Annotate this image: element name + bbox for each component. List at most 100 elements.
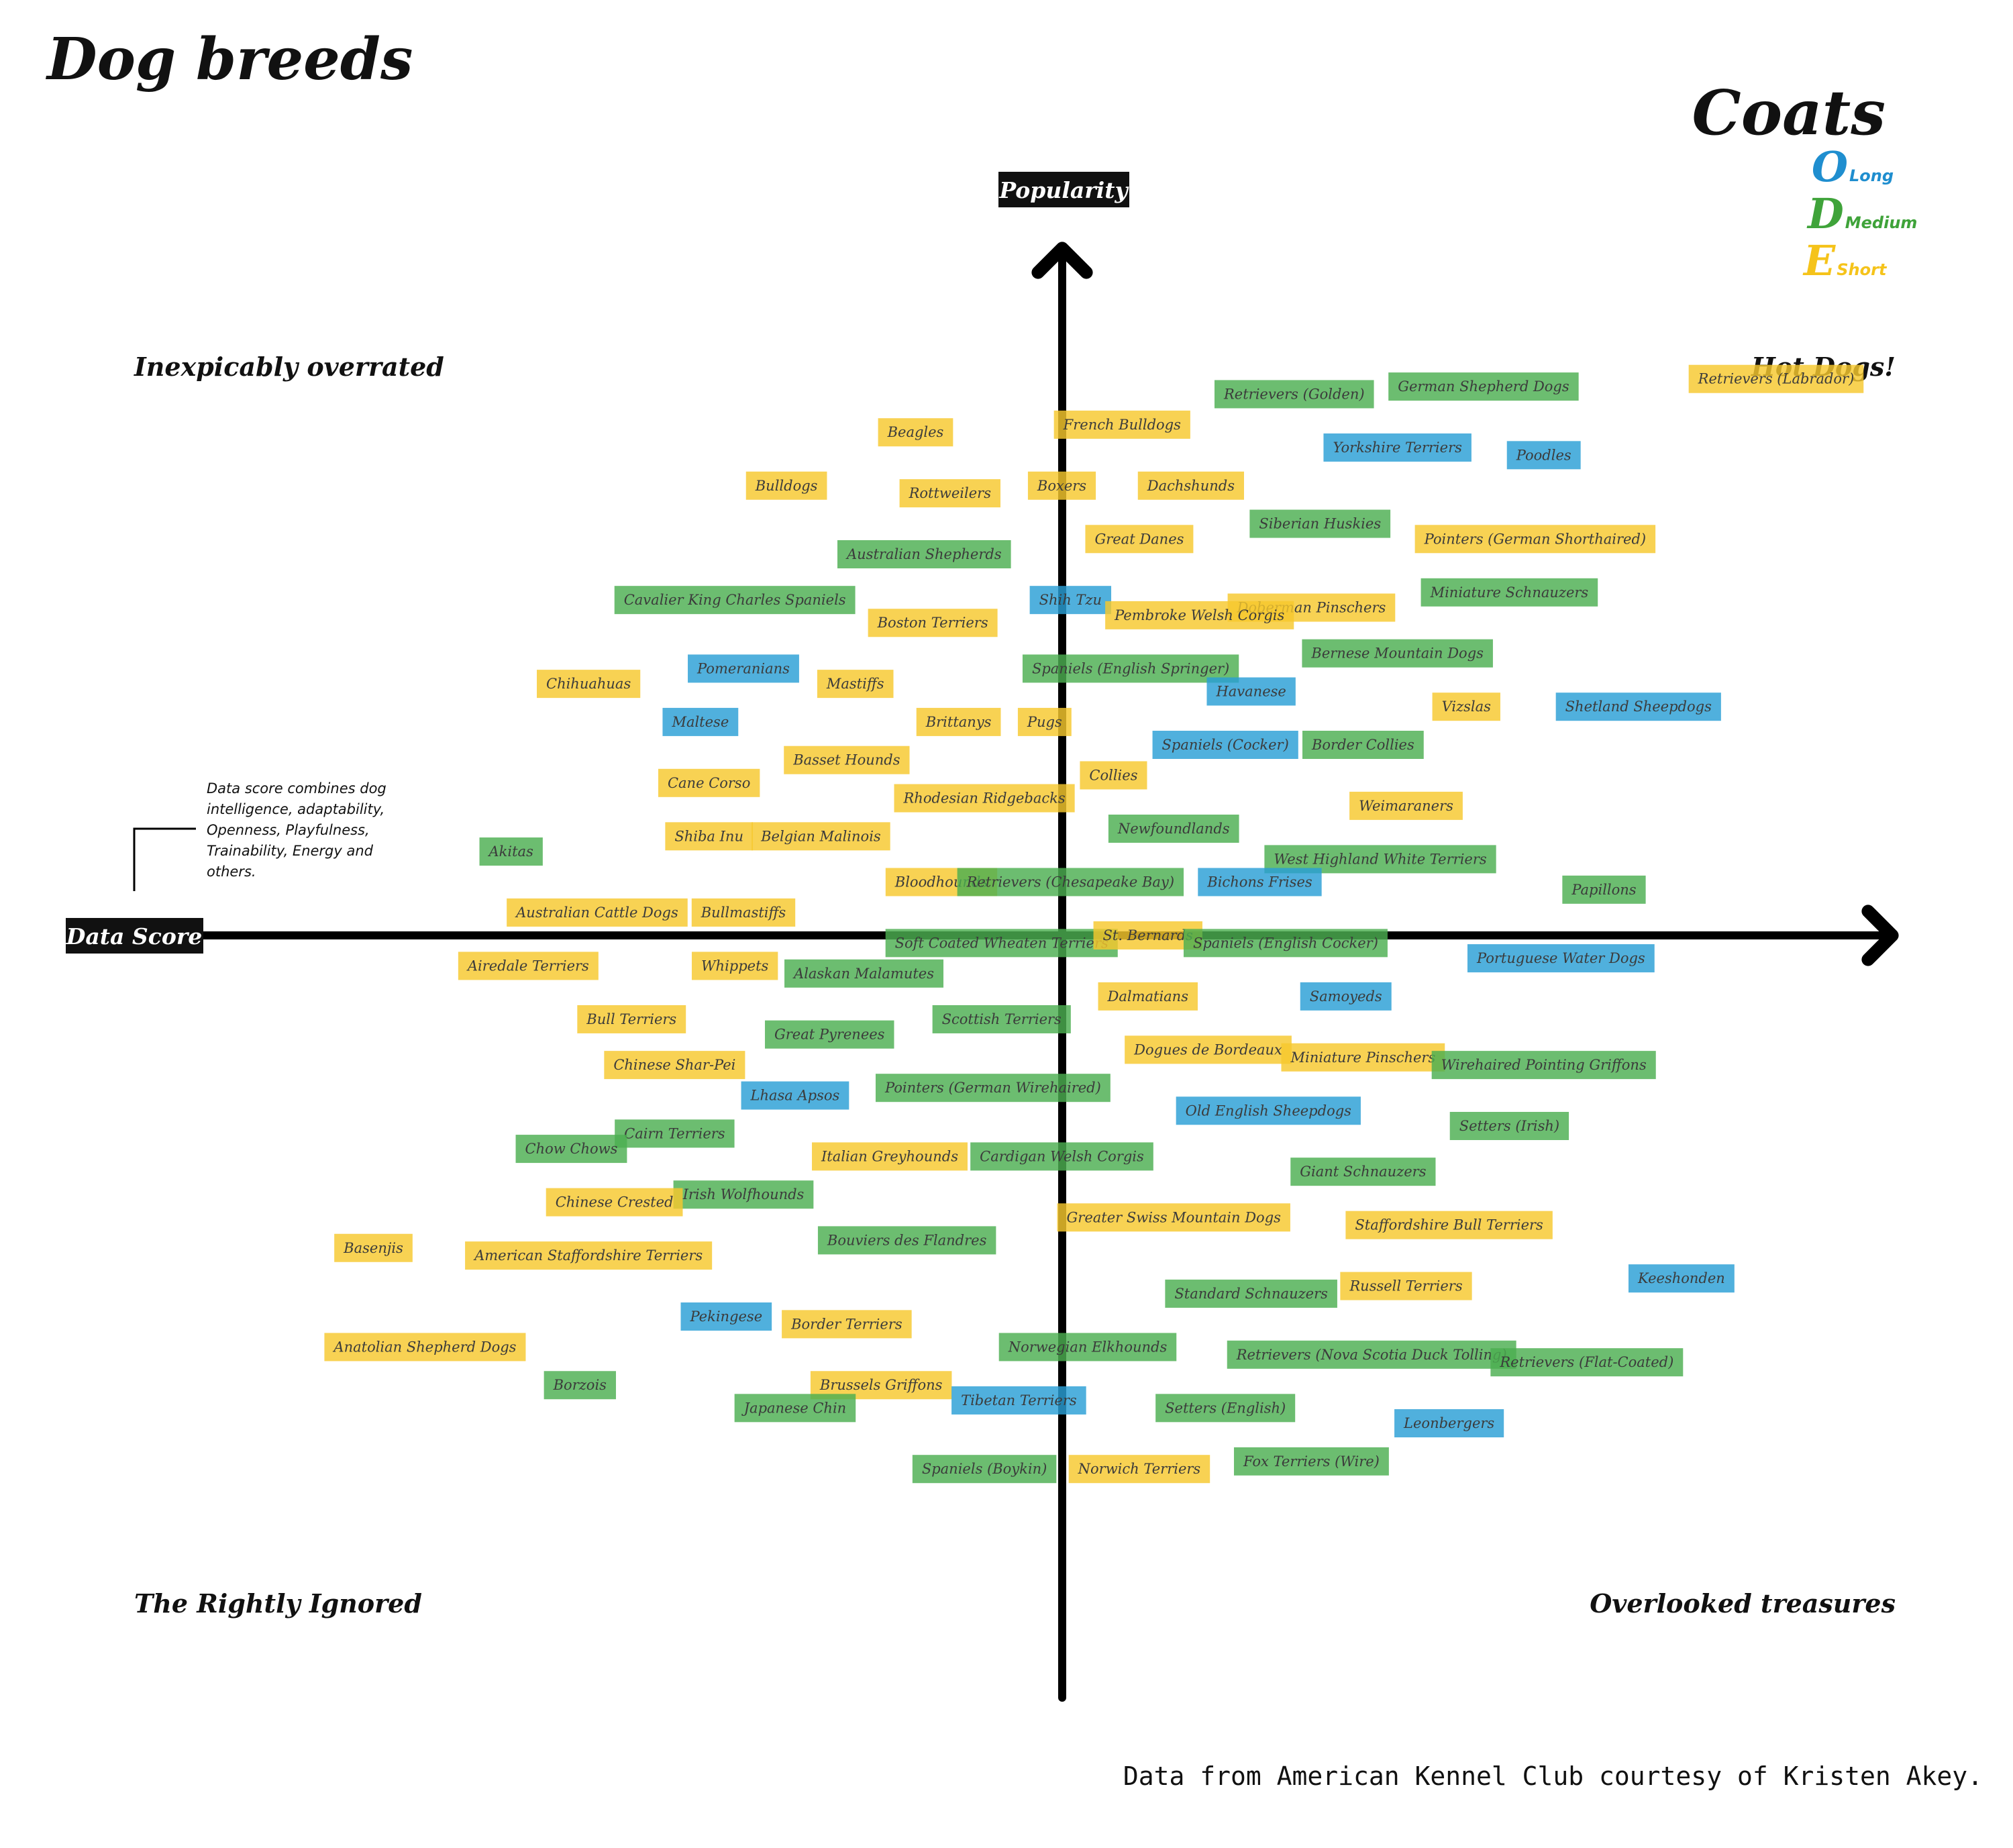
breed-label-box <box>691 898 796 927</box>
breed-label: Pointers (German Shorthaired) <box>1424 531 1646 547</box>
breed-norwegian-elkhounds: Norwegian Elkhounds <box>998 1333 1177 1362</box>
breed-label-box <box>1057 1203 1290 1232</box>
breed-label: Japanese Chin <box>741 1400 847 1416</box>
breed-label: Vizslas <box>1442 699 1492 715</box>
breed-shih-tzu: Shih Tzu <box>1029 586 1112 615</box>
breed-label: Anatolian Shepherd Dogs <box>332 1339 516 1355</box>
breed-australian-cattle-dogs: Australian Cattle Dogs <box>507 898 688 927</box>
breed-label: Cairn Terriers <box>624 1125 725 1141</box>
breed-border-terriers: Border Terriers <box>782 1310 912 1339</box>
breed-label-box <box>1233 1447 1389 1476</box>
breed-label-box <box>1183 929 1388 958</box>
breed-label: Whippets <box>701 958 769 974</box>
breed-label-box <box>1053 410 1190 439</box>
breed-standard-schnauzers: Standard Schnauzers <box>1165 1279 1337 1308</box>
breed-label-box <box>465 1241 713 1270</box>
breed-label-box <box>479 837 543 866</box>
breed-dogues-de-bordeaux: Dogues de Bordeaux <box>1125 1035 1292 1064</box>
breed-french-bulldogs: French Bulldogs <box>1053 410 1190 439</box>
breed-german-shepherd-dogs: German Shepherd Dogs <box>1388 372 1579 401</box>
breed-label: Spaniels (Boykin) <box>922 1461 1047 1477</box>
breed-label: French Bulldogs <box>1063 417 1181 433</box>
breed-label-box <box>1017 707 1072 736</box>
note-line: Data score combines dog <box>207 780 386 797</box>
breed-bullmastiffs: Bullmastiffs <box>691 898 796 927</box>
breed-label: Dachshunds <box>1147 478 1235 494</box>
breed-label: Norwich Terriers <box>1078 1461 1201 1477</box>
breed-label: Pembroke Welsh Corgis <box>1114 607 1284 623</box>
breed-label: German Shepherd Dogs <box>1398 378 1569 395</box>
breed-chinese-crested: Chinese Crested <box>546 1188 683 1217</box>
breed-label-box <box>1029 586 1112 615</box>
breed-chihuahuas: Chihuahuas <box>537 670 641 699</box>
breed-boston-terriers: Boston Terriers <box>868 609 998 637</box>
breed-label-box <box>1105 601 1294 629</box>
breed-label-box <box>970 1142 1153 1171</box>
breed-label: Retrievers (Chesapeake Bay) <box>966 874 1174 890</box>
breed-poodles: Poodles <box>1506 441 1581 470</box>
breed-label: Akitas <box>488 843 534 860</box>
breed-label: Pomeranians <box>696 660 790 676</box>
breed-rhodesian-ridgebacks: Rhodesian Ridgebacks <box>894 784 1075 813</box>
breed-brittanys: Brittanys <box>916 707 1001 736</box>
breed-label: Chow Chows <box>525 1141 618 1157</box>
data-score-note: Data score combines dog intelligence, ada… <box>207 780 386 880</box>
breed-label: Weimaraners <box>1359 798 1453 814</box>
breed-label-box <box>764 1020 894 1049</box>
breed-label: Irish Wolfhounds <box>682 1186 805 1202</box>
breed-label-box <box>614 586 856 615</box>
breed-label-box <box>951 1386 1086 1415</box>
breed-label: Russell Terriers <box>1349 1278 1462 1294</box>
breed-label-box <box>615 1119 735 1148</box>
breed-label: Greater Swiss Mountain Dogs <box>1067 1209 1282 1225</box>
breed-label-box <box>1176 1096 1361 1125</box>
breed-label-box <box>1432 692 1500 721</box>
breed-setters-english: Setters (English) <box>1155 1394 1296 1423</box>
breed-label: West Highland White Terriers <box>1274 851 1486 867</box>
breed-norwich-terriers: Norwich Terriers <box>1068 1455 1210 1484</box>
breed-fox-terriers-wire: Fox Terriers (Wire) <box>1233 1447 1389 1476</box>
breed-label: Setters (Irish) <box>1459 1118 1559 1134</box>
breed-cane-corso: Cane Corso <box>658 768 760 797</box>
breed-label-box <box>1068 1455 1210 1484</box>
breed-label-box <box>784 959 944 988</box>
breed-alaskan-malamutes: Alaskan Malamutes <box>784 959 944 988</box>
legend-title: Coats <box>1692 76 1886 149</box>
breed-label: Norwegian Elkhounds <box>1008 1339 1168 1355</box>
breed-label-box <box>662 707 739 736</box>
breed-label: Scottish Terriers <box>942 1011 1062 1027</box>
breed-label-box <box>544 1371 616 1400</box>
breed-rottweilers: Rottweilers <box>899 479 1000 508</box>
breed-label: Giant Schnauzers <box>1300 1164 1426 1180</box>
breed-label: Pugs <box>1027 714 1062 730</box>
breed-label-box <box>688 654 799 683</box>
breed-label: Spaniels (English Springer) <box>1032 660 1229 676</box>
breed-label-box <box>1165 1279 1337 1308</box>
breed-australian-shepherds: Australian Shepherds <box>837 540 1011 568</box>
breed-label: Spaniels (English Cocker) <box>1193 935 1378 951</box>
breed-setters-irish: Setters (Irish) <box>1449 1112 1569 1140</box>
breed-newfoundlands: Newfoundlands <box>1108 814 1239 843</box>
breed-label: Border Terriers <box>790 1316 902 1332</box>
breed-label-box <box>1340 1272 1472 1300</box>
breed-label-box <box>1152 731 1298 759</box>
breed-label: St. Bernards <box>1103 927 1194 943</box>
legend-item-medium: DMedium <box>1806 189 1917 238</box>
breed-dachshunds: Dachshunds <box>1137 471 1244 500</box>
breed-points: Retrievers (Labrador) German Shepherd Dog… <box>324 364 1864 1484</box>
breed-label: Collies <box>1089 767 1137 783</box>
breed-label-box <box>817 1226 996 1255</box>
breed-label: Bull Terriers <box>586 1011 676 1027</box>
breed-wirehaired-pointing-griffons: Wirehaired Pointing Griffons <box>1431 1051 1656 1080</box>
breed-label: Airedale Terriers <box>466 958 589 974</box>
breed-label-box <box>1388 372 1579 401</box>
breed-label: Basenjis <box>343 1240 403 1256</box>
breed-keeshonden: Keeshonden <box>1628 1264 1735 1293</box>
breed-label: Miniature Pinschers <box>1290 1049 1435 1066</box>
breed-label: Shetland Sheepdogs <box>1565 699 1712 715</box>
breed-label-box <box>1027 471 1096 500</box>
breed-label: Soft Coated Wheaten Terriers <box>895 935 1108 951</box>
breed-label-box <box>546 1188 683 1217</box>
